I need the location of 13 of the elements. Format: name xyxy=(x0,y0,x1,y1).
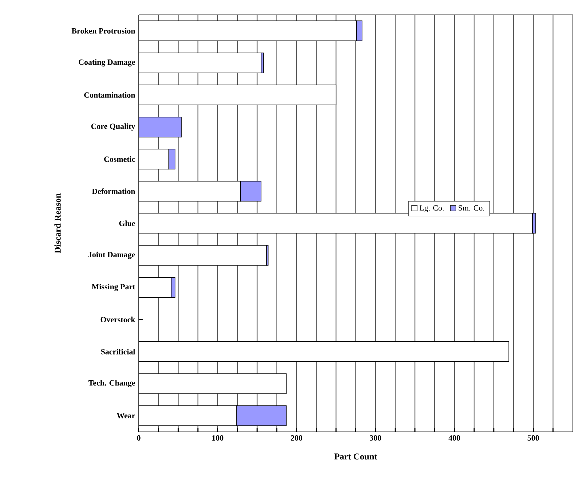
bar xyxy=(139,277,172,298)
bar xyxy=(139,149,170,170)
bar xyxy=(139,52,262,74)
bar xyxy=(236,406,287,426)
bar xyxy=(139,84,337,106)
bar xyxy=(139,245,268,266)
x-axis-title: Part Count xyxy=(334,454,378,460)
bar xyxy=(139,116,182,138)
bar xyxy=(139,406,238,426)
bar xyxy=(139,181,242,202)
bar xyxy=(139,20,358,42)
bar xyxy=(240,181,262,202)
y-axis-title: Discard Reason xyxy=(54,194,61,254)
